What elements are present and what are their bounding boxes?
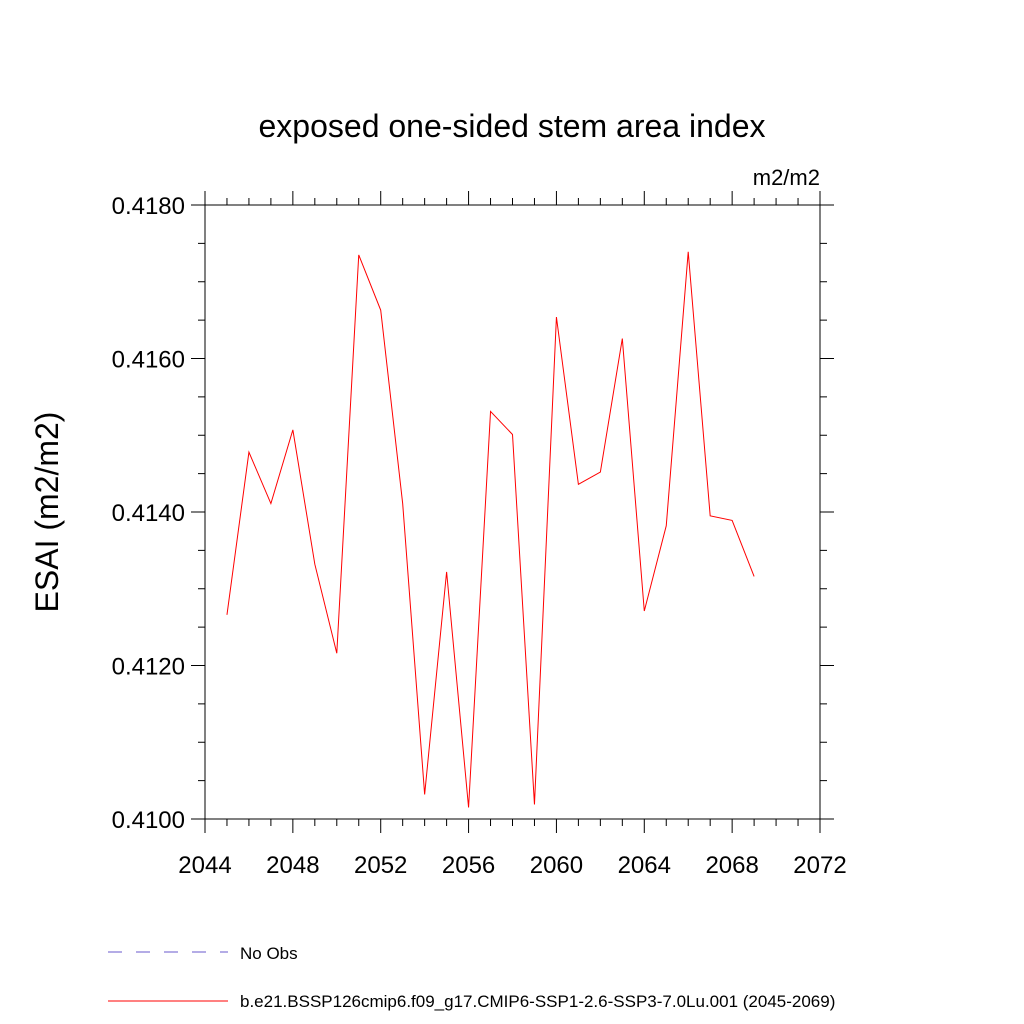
y-tick-label: 0.4180	[112, 193, 185, 220]
series-line-0	[226, 251, 755, 808]
legend-label-series: b.e21.BSSP126cmip6.f09_g17.CMIP6-SSP1-2.…	[240, 992, 835, 1011]
x-tick-label: 2056	[442, 852, 495, 879]
y-tick-label: 0.4160	[112, 347, 185, 374]
chart-title: exposed one-sided stem area index	[259, 108, 766, 144]
y-tick-label: 0.4100	[112, 807, 185, 834]
legend-label-no-obs: No Obs	[240, 944, 298, 963]
series-layer	[226, 251, 755, 808]
x-tick-label: 2044	[178, 852, 231, 879]
units-label: m2/m2	[753, 165, 820, 190]
x-tick-label: 2068	[705, 852, 758, 879]
axis-ticks: 2044 2048 2052 2056 2060 2064 2068 2072 0.4100 0.…	[112, 191, 847, 879]
y-tick-label: 0.4140	[112, 500, 185, 527]
plot-frame	[204, 204, 821, 820]
x-tick-label: 2060	[530, 852, 583, 879]
y-tick-label: 0.4120	[112, 654, 185, 681]
legend: No Obs b.e21.BSSP126cmip6.f09_g17.CMIP6-…	[108, 944, 835, 1011]
y-axis-label: ESAI (m2/m2)	[29, 412, 65, 613]
x-tick-label: 2048	[266, 852, 319, 879]
x-tick-label: 2072	[793, 852, 846, 879]
x-tick-label: 2052	[354, 852, 407, 879]
x-tick-label: 2064	[618, 852, 671, 879]
